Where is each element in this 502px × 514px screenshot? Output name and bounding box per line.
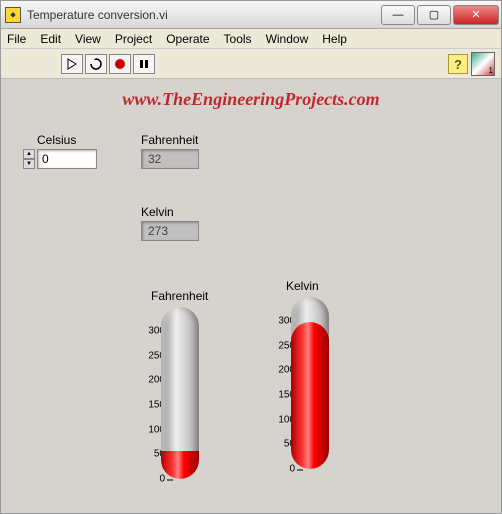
titlebar: ⬥ Temperature conversion.vi — ▢ ✕ [1, 1, 501, 29]
menu-tools[interactable]: Tools [224, 32, 252, 46]
menu-edit[interactable]: Edit [40, 32, 61, 46]
vi-icon[interactable] [471, 52, 495, 76]
minimize-button[interactable]: — [381, 5, 415, 25]
thermo-fahrenheit-fill [161, 451, 199, 479]
menu-file[interactable]: File [7, 32, 26, 46]
toolbar: ? [1, 49, 501, 79]
fahrenheit-label: Fahrenheit [141, 133, 198, 147]
tick-label: 0 [135, 474, 165, 485]
help-icon[interactable]: ? [448, 54, 468, 74]
abort-button[interactable] [109, 54, 131, 74]
run-continuous-button[interactable] [85, 54, 107, 74]
window-buttons: — ▢ ✕ [381, 5, 499, 25]
menu-window[interactable]: Window [266, 32, 309, 46]
watermark-text: www.TheEngineeringProjects.com [1, 89, 501, 110]
thermo-fahrenheit-tube [161, 307, 199, 479]
menu-project[interactable]: Project [115, 32, 152, 46]
celsius-spinner[interactable]: ▲ ▼ [23, 149, 35, 169]
thermo-kelvin-tube [291, 297, 329, 469]
toolbar-group [61, 54, 155, 74]
spinner-down-icon[interactable]: ▼ [23, 159, 35, 169]
toolbar-right: ? [448, 52, 495, 76]
labview-window: ⬥ Temperature conversion.vi — ▢ ✕ File E… [0, 0, 502, 514]
menu-help[interactable]: Help [322, 32, 347, 46]
pause-button[interactable] [133, 54, 155, 74]
kelvin-output: 273 [141, 221, 199, 241]
maximize-button[interactable]: ▢ [417, 5, 451, 25]
thermo-fahrenheit: 050100150200250300 [121, 307, 211, 487]
run-button[interactable] [61, 54, 83, 74]
tick-label: 0 [265, 464, 295, 475]
kelvin-label: Kelvin [141, 205, 174, 219]
thermo-kelvin-label: Kelvin [286, 279, 319, 293]
menu-view[interactable]: View [75, 32, 101, 46]
thermo-kelvin-fill [291, 322, 329, 469]
thermo-fahrenheit-label: Fahrenheit [151, 289, 208, 303]
front-panel: www.TheEngineeringProjects.com Celsius ▲… [1, 79, 501, 513]
spinner-up-icon[interactable]: ▲ [23, 149, 35, 159]
window-title: Temperature conversion.vi [27, 8, 381, 22]
celsius-input[interactable]: 0 [37, 149, 97, 169]
thermo-kelvin: 050100150200250300 [251, 297, 341, 477]
close-button[interactable]: ✕ [453, 5, 499, 25]
fahrenheit-output: 32 [141, 149, 199, 169]
app-icon: ⬥ [5, 7, 21, 23]
menu-operate[interactable]: Operate [166, 32, 209, 46]
celsius-label: Celsius [37, 133, 76, 147]
menubar: File Edit View Project Operate Tools Win… [1, 29, 501, 49]
